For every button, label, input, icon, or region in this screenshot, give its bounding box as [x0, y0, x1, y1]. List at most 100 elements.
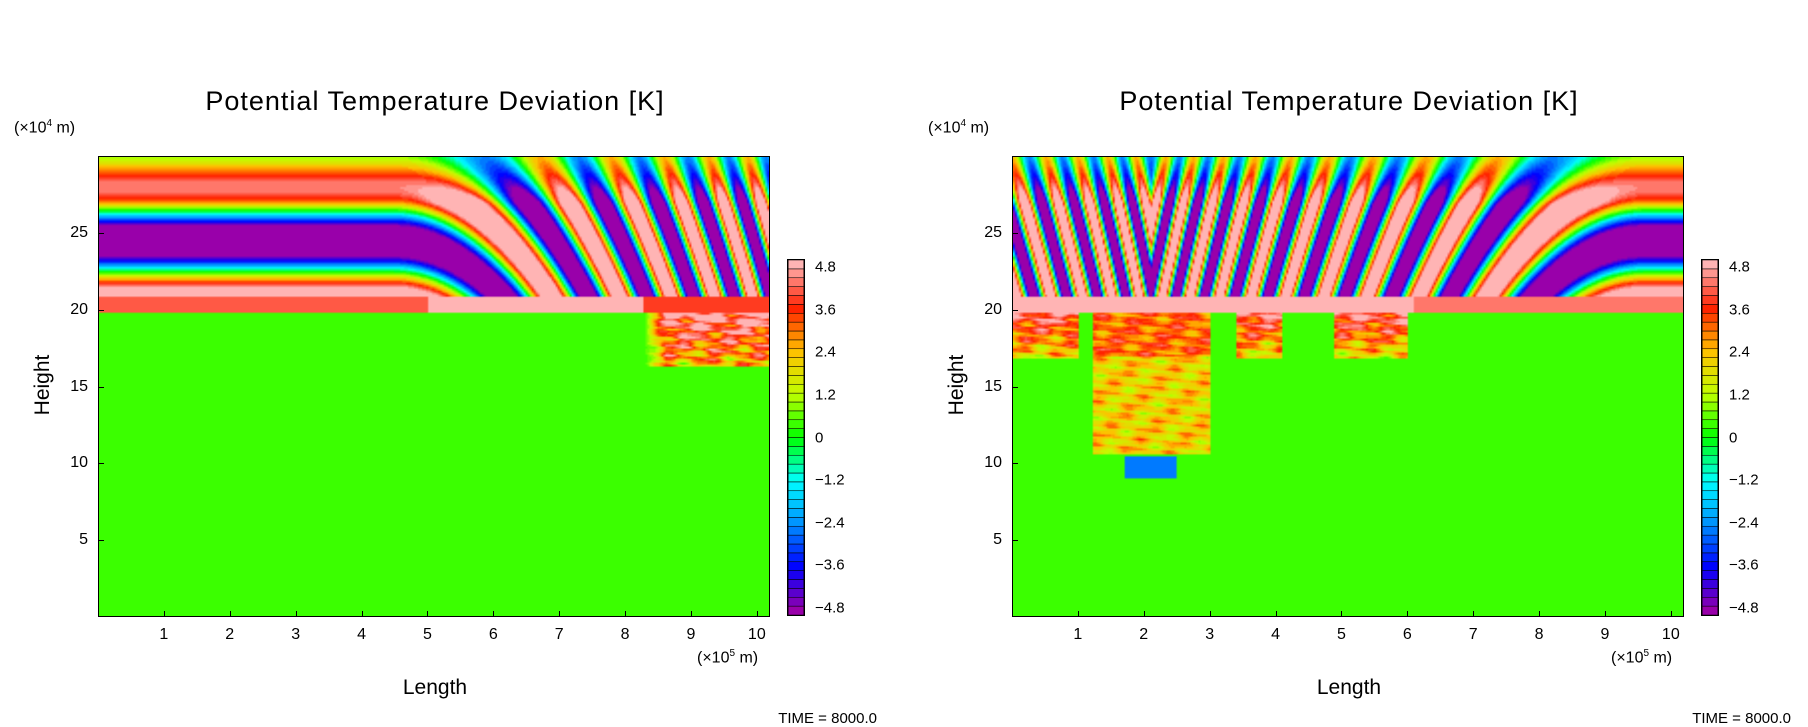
x-tick-mark	[1341, 611, 1343, 617]
x-tick-label: 2	[1139, 626, 1149, 643]
y-tick-label: 25	[984, 223, 1002, 241]
colorbar-scale	[1702, 260, 1718, 615]
colorbar-tick-label: 0	[815, 429, 824, 446]
y-tick-mark	[1012, 386, 1018, 388]
y-tick-label: 15	[70, 377, 88, 395]
colorbar-segment	[1702, 286, 1718, 296]
colorbar-segment	[788, 463, 804, 474]
y-unit-suffix: m)	[52, 119, 76, 137]
x-tick-mark	[1275, 611, 1277, 617]
x-tick-label: 6	[1402, 626, 1412, 643]
x-tick-mark	[1473, 611, 1475, 617]
colorbar-segment	[788, 277, 804, 287]
x-tick-mark	[1407, 611, 1409, 617]
colorbar-segment	[1702, 375, 1718, 385]
colorbar-segment	[1702, 525, 1718, 536]
x-tick-mark	[295, 611, 297, 617]
colorbar-segment	[788, 410, 804, 421]
colorbar-segment	[788, 596, 804, 607]
y-tick-label: 20	[984, 300, 1002, 318]
colorbar-segment	[1702, 312, 1718, 323]
chart-title: Potential Temperature Deviation [K]	[205, 86, 665, 116]
colorbar-segment	[1702, 260, 1718, 270]
colorbar-segment	[1702, 428, 1718, 438]
x-tick-label: 10	[1661, 626, 1680, 643]
colorbar-segment	[788, 392, 804, 403]
heatmap-field	[99, 157, 769, 616]
y-tick-mark	[1012, 309, 1018, 311]
colorbar-segment	[1702, 543, 1718, 554]
x-tick-label: 4	[357, 626, 366, 643]
colorbar-tick-label: 0	[1729, 429, 1738, 446]
y-tick-label: 20	[70, 300, 88, 318]
colorbar-segment	[1702, 383, 1718, 394]
x-unit-exponent: 5	[1643, 648, 1650, 659]
colorbar-segment	[1702, 277, 1718, 287]
colorbar-segment	[788, 383, 804, 394]
x-tick-mark	[163, 611, 165, 617]
y-tick-mark	[98, 232, 104, 234]
x-tick-label: 5	[422, 626, 432, 643]
x-tick-label: 8	[1534, 626, 1544, 643]
x-tick-mark	[361, 611, 363, 617]
colorbar-segment	[788, 419, 804, 429]
chart-panel-left: Potential Temperature Deviation [K] (×10…	[0, 0, 904, 727]
colorbar-tick-label: 3.6	[1729, 301, 1750, 319]
colorbar-tick-label: 3.6	[815, 301, 836, 319]
colorbar-segment	[788, 552, 804, 563]
colorbar-segment	[1702, 366, 1718, 376]
x-tick-label: 9	[1600, 626, 1610, 643]
colorbar-segment	[1702, 481, 1718, 492]
colorbar-segment	[1702, 579, 1718, 589]
y-tick-mark	[1012, 232, 1018, 234]
time-annotation: TIME = 8000.0	[1692, 710, 1791, 727]
y-axis-unit: (×104 m)	[14, 118, 75, 137]
colorbar-tick-label: 4.8	[815, 258, 836, 276]
y-tick-mark	[1012, 463, 1018, 465]
colorbar-segment	[1702, 446, 1718, 456]
colorbar-segment	[788, 375, 804, 385]
colorbar-segment	[1702, 517, 1718, 527]
colorbar-tick-label: −4.8	[1729, 599, 1759, 617]
x-tick-mark	[229, 611, 231, 617]
colorbar-segment	[788, 357, 804, 367]
colorbar-segment	[1702, 419, 1718, 429]
colorbar-segment	[788, 517, 804, 527]
x-tick-label: 10	[747, 626, 766, 643]
x-tick-mark	[493, 611, 495, 617]
colorbar-tick-label: −1.2	[815, 471, 845, 489]
heatmap-plot-area	[98, 156, 770, 617]
colorbar-segment	[1702, 357, 1718, 367]
x-tick-label: 5	[1336, 626, 1346, 643]
colorbar-tick-label: −4.8	[815, 599, 845, 617]
x-tick-label: 7	[554, 626, 564, 643]
x-axis-label: Length	[402, 676, 468, 699]
x-unit-exponent: 5	[729, 648, 736, 659]
colorbar-segment	[1702, 321, 1718, 332]
colorbar-segment	[1702, 605, 1718, 615]
colorbar-tick-label: 2.4	[1729, 343, 1750, 361]
colorbar-segment	[788, 304, 804, 314]
x-tick-label: 6	[488, 626, 498, 643]
colorbar-segment	[788, 508, 804, 518]
y-tick-mark	[98, 386, 104, 388]
colorbar-segment	[1702, 437, 1718, 447]
colorbar-tick-label: −2.4	[815, 514, 845, 532]
y-tick-label: 10	[70, 454, 88, 472]
x-tick-mark	[1539, 611, 1541, 617]
colorbar-segment	[788, 570, 804, 580]
colorbar-segment	[788, 534, 804, 545]
colorbar-segment	[1702, 490, 1718, 500]
y-tick-label: 15	[984, 377, 1002, 395]
y-axis-label: Height	[31, 354, 54, 416]
x-axis-unit: (×105 m)	[1611, 648, 1672, 667]
colorbar-segment	[788, 312, 804, 323]
colorbar-segment	[788, 490, 804, 500]
x-tick-mark	[1143, 611, 1145, 617]
colorbar-tick-label: 4.8	[1729, 258, 1750, 276]
colorbar-segment	[788, 348, 804, 358]
colorbar-segment	[788, 472, 804, 483]
y-axis-label: Height	[945, 354, 968, 416]
colorbar-segment	[1702, 552, 1718, 563]
colorbar-segment	[1702, 472, 1718, 483]
